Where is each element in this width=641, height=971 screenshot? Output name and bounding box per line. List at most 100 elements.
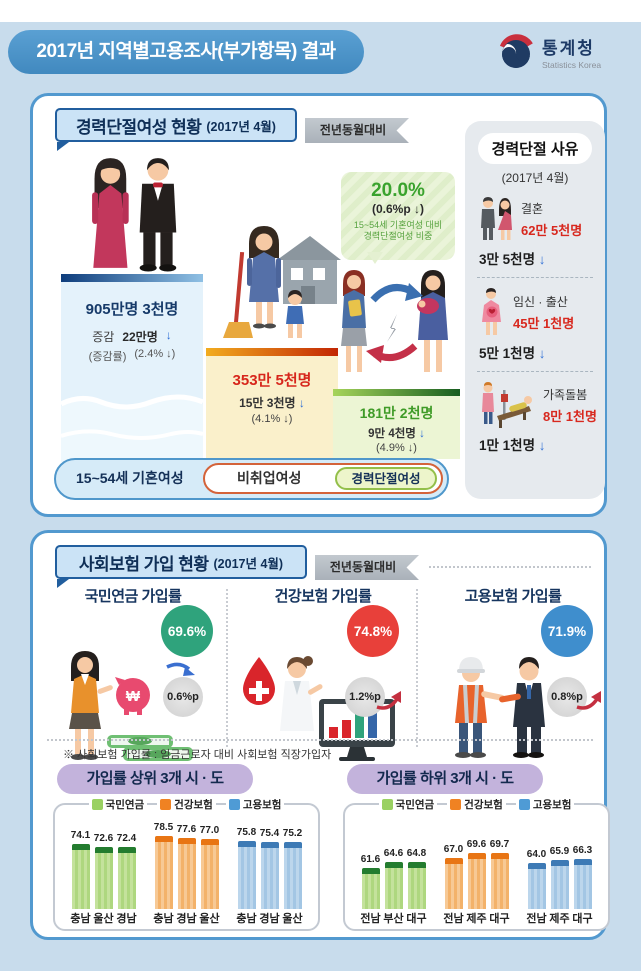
bar-group: 67.0 전남 69.6 제주 69.7 대구 — [443, 839, 509, 925]
bar-category: 제주 — [549, 913, 570, 925]
reasons-sidebar: 경력단절 사유 (2017년 4월) 결혼 62만 5천명 3만 5천명 ↓ — [465, 121, 605, 499]
panel1-title: 경력단절여성 현황 — [76, 117, 202, 137]
page-title: 2017년 지역별고용조사(부가항목) 결과 — [8, 30, 364, 74]
won-symbol: ₩ — [126, 688, 141, 705]
ratio-pct: 20.0% — [371, 180, 425, 201]
statistics-korea-logo: 통계청 Statistics Korea — [497, 33, 601, 71]
bar — [283, 842, 302, 909]
bar-category: 경남 — [259, 913, 280, 925]
reason-label: 가족돌봄 — [543, 387, 588, 402]
bar — [573, 859, 592, 909]
agency-name: 통계청 — [542, 39, 595, 58]
health-column: 건강보험 가입률 74.8% — [229, 585, 417, 767]
legend-swatch — [228, 799, 240, 810]
married-value: 905만명 3천명 — [85, 301, 179, 318]
panel2-title: 사회보험 가입 현황 — [78, 554, 209, 574]
employment-column: 고용보험 가입률 71.9% — [419, 585, 607, 767]
bar — [71, 844, 90, 909]
column-separator — [416, 589, 418, 747]
legend-item: 고용보험 — [225, 797, 285, 812]
boxC-strip — [333, 389, 460, 396]
title-tail — [57, 579, 69, 588]
bar-item: 77.0 울산 — [199, 825, 219, 925]
bar-cap — [94, 847, 113, 853]
bar-cap — [237, 841, 256, 847]
employment-rate-bubble: 71.9% — [541, 605, 593, 657]
panel1-date: (2017년 4월) — [206, 119, 276, 134]
top3-chart: 국민연금 건강보험 고용보험 74.1 충남 72.6 울산 72.4 경남 78.5 충남 77.… — [53, 797, 320, 931]
bar-group: 75.8 충남 75.4 경남 75.2 울산 — [236, 827, 302, 925]
bar-category: 충남 — [70, 913, 91, 925]
legend-label: 국민연금 — [105, 799, 145, 811]
bar — [550, 860, 569, 909]
chart-bars: 61.6 전남 64.6 부산 64.8 대구 67.0 전남 69.6 제주 69.7 대구 64.0… — [345, 839, 608, 925]
bar-group: 61.6 전남 64.6 부산 64.8 대구 — [360, 848, 426, 925]
bar-cap — [467, 853, 486, 859]
down-arrow-icon: ↓ — [165, 328, 172, 342]
married-rate: (2.4% ↓) — [134, 348, 176, 360]
bar — [384, 862, 403, 909]
bar-category: 부산 — [383, 913, 404, 925]
down-arrow-icon: ↓ — [538, 346, 546, 361]
career-break-illustration — [341, 270, 448, 372]
health-change: 1.2%p — [349, 691, 381, 703]
bar-cap — [573, 859, 592, 865]
bar-item: 64.0 전남 — [526, 849, 546, 925]
pension-illustration: ₩ — [69, 651, 193, 761]
bar-value: 75.2 — [282, 828, 303, 839]
bar — [361, 868, 380, 909]
bar-item: 69.6 제주 — [466, 839, 486, 925]
bar-value: 72.4 — [116, 833, 137, 844]
bar-category: 제주 — [466, 913, 487, 925]
married-couple-illustration — [92, 158, 177, 272]
ratio-change: (0.6%p ↓) — [371, 202, 424, 216]
legend-swatch — [160, 799, 172, 810]
bar-value: 77.0 — [199, 825, 220, 836]
bar — [154, 836, 173, 909]
reason-familycare: 가족돌봄 8만 1천명 1만 1천명 ↓ — [465, 382, 605, 454]
interrupted-delta: 9만 4천명 — [368, 428, 416, 440]
bar-value: 78.5 — [153, 822, 174, 833]
pension-rate-bubble: 69.6% — [161, 605, 213, 657]
legend-item: 국민연금 — [378, 797, 438, 812]
bar-category: 경남 — [116, 913, 137, 925]
bar-cap — [200, 839, 219, 845]
health-rate-bubble: 74.8% — [347, 605, 399, 657]
bar-value: 69.6 — [466, 839, 487, 850]
boxA-strip — [61, 274, 203, 282]
footnote: ※ 사회보험 가입률 : 임금근로자 대비 사회보험 직장가입자 — [63, 749, 332, 761]
pension-column: 국민연금 가입률 ₩ 69.6% — [39, 585, 227, 767]
reason-delta: 3만 5천명 — [479, 252, 536, 267]
bottom3-chart: 국민연금 건강보험 고용보험 61.6 전남 64.6 부산 64.8 대구 67.0 전남 69.… — [343, 797, 610, 931]
divider — [477, 277, 593, 278]
down-arrow-icon: ↓ — [538, 438, 546, 453]
bar-category: 전남 — [443, 913, 464, 925]
ratio-desc1: 15~54세 기혼여성 대비 — [353, 220, 443, 230]
panel2-date: (2017년 4월) — [213, 556, 284, 571]
down-arrow-icon: ↓ — [419, 428, 425, 440]
legend-label: 건강보험 — [174, 799, 213, 811]
nonworking-rate: (4.1% ↓) — [251, 413, 293, 425]
bar-item: 69.7 대구 — [489, 839, 509, 925]
reason-value: 62만 5천명 — [521, 222, 583, 238]
bar — [407, 862, 426, 909]
bar-group: 74.1 충남 72.6 울산 72.4 경남 — [70, 830, 136, 925]
health-label: 건강보험 가입률 — [274, 588, 372, 605]
reasons-date: (2017년 4월) — [501, 171, 569, 185]
bar-cap — [260, 842, 279, 848]
employment-rate: 71.9% — [547, 623, 587, 639]
boxB-strip — [206, 348, 338, 356]
bar-item: 72.4 경남 — [116, 833, 136, 925]
bar-cap — [154, 836, 173, 842]
interrupted-women-statbox: 181만 2천명 9만 4천명 ↓ (4.9% ↓) — [333, 389, 460, 459]
agency-subname: Statistics Korea — [542, 60, 602, 70]
career-interruption-panel: 경력단절여성 현황 (2017년 4월) 전년동월대비 905만명 3 — [30, 93, 607, 517]
bar-cap — [444, 858, 463, 864]
reason-pregnancy: 임신 · 출산 45만 1천명 5만 1천명 ↓ — [465, 288, 605, 362]
bar — [94, 847, 113, 909]
pension-rate: 69.6% — [167, 623, 207, 639]
reason-delta: 1만 1천명 — [479, 438, 536, 453]
bar-category: 대구 — [489, 913, 510, 925]
panel2-title-box: 사회보험 가입 현황 (2017년 4월) — [55, 545, 307, 579]
legend-item: 고용보험 — [515, 797, 575, 812]
